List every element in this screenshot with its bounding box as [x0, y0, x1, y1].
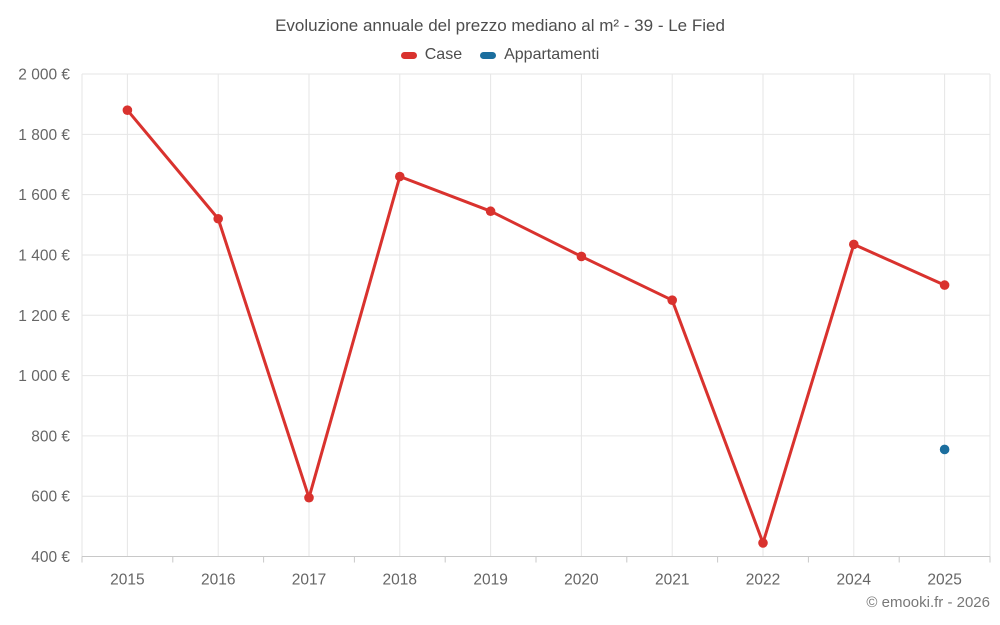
data-point-case-2016[interactable] — [213, 213, 223, 224]
y-tick-label: 2 000 € — [18, 67, 70, 84]
appartamenti-series-swatch-icon — [480, 51, 497, 59]
data-point-appartamenti-2025[interactable] — [939, 444, 950, 455]
x-tick-label: 2020 — [564, 572, 599, 589]
y-tick-label: 600 € — [31, 489, 70, 506]
x-tick-label: 2017 — [292, 572, 326, 589]
data-point-case-2025[interactable] — [939, 280, 950, 290]
legend-item-case[interactable]: Case — [400, 46, 463, 64]
data-point-case-2019[interactable] — [485, 206, 496, 217]
data-point-case-2021[interactable] — [667, 295, 677, 305]
y-tick-label: 800 € — [31, 428, 70, 445]
y-tick-label: 1 800 € — [18, 127, 70, 144]
legend-label-appartamenti: Appartamenti — [504, 46, 600, 63]
data-point-case-2017[interactable] — [304, 492, 314, 503]
data-point-case-2018[interactable] — [395, 171, 405, 182]
chart-title: Evoluzione annuale del prezzo mediano al… — [275, 16, 725, 35]
y-tick-label: 400 € — [31, 549, 70, 566]
x-tick-label: 2018 — [383, 572, 417, 589]
legend: Case Appartamenti — [0, 46, 1000, 64]
legend-item-appartamenti[interactable]: Appartamenti — [480, 46, 599, 64]
x-tick-label: 2022 — [746, 572, 780, 589]
data-point-case-2015[interactable] — [122, 105, 133, 115]
x-tick-label: 2019 — [473, 572, 507, 589]
x-tick-label: 2025 — [927, 572, 961, 589]
case-series-swatch-icon — [400, 51, 417, 59]
x-tick-label: 2016 — [201, 572, 235, 589]
data-point-case-2022[interactable] — [758, 538, 768, 548]
legend-label-case: Case — [424, 46, 463, 63]
data-point-case-2020[interactable] — [576, 251, 587, 262]
x-tick-label: 2021 — [655, 572, 689, 589]
y-tick-label: 1 400 € — [18, 247, 70, 264]
x-tick-label: 2015 — [110, 572, 144, 589]
y-tick-label: 1 600 € — [18, 187, 70, 204]
series-line-case — [125, 108, 947, 545]
y-tick-label: 1 200 € — [18, 308, 70, 325]
y-tick-label: 1 000 € — [18, 368, 70, 385]
data-point-case-2024[interactable] — [849, 239, 859, 250]
x-tick-label: 2024 — [837, 572, 872, 589]
attribution: © emooki.fr - 2026 — [866, 594, 990, 611]
